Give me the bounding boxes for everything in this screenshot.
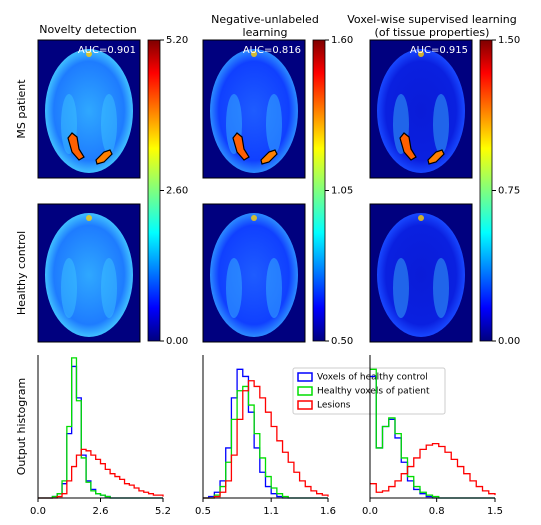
colorbar-tick-label: 1.50 — [498, 35, 520, 46]
colorbar-tick-label: 1.05 — [331, 186, 353, 197]
legend-label: Healthy voxels of patient — [317, 387, 430, 397]
column-title: Novelty detection — [39, 23, 137, 36]
lesion-contour — [95, 149, 113, 165]
x-tick-label: 0.5 — [195, 506, 211, 517]
colorbar-tick-label: 1.60 — [331, 35, 353, 46]
brain-detail — [433, 258, 449, 318]
brain-detail — [266, 258, 282, 318]
histogram-line — [370, 443, 496, 496]
brain-detail — [418, 51, 424, 57]
y-axis-label: Output histogram — [15, 378, 28, 475]
x-tick-label: 0.8 — [429, 506, 445, 517]
brain-detail — [418, 215, 424, 221]
x-tick-label: 1.5 — [487, 506, 503, 517]
column-title: (of tissue properties) — [375, 26, 490, 39]
legend-swatch — [297, 400, 313, 410]
histogram-line — [38, 365, 163, 499]
brain-detail — [61, 258, 77, 318]
column-title: Negative-unlabeled — [211, 13, 319, 26]
column-title: learning — [243, 26, 288, 39]
brain — [210, 213, 298, 337]
brain-detail — [393, 258, 409, 318]
column-title: Voxel-wise supervised learning — [347, 13, 516, 26]
legend-box — [292, 367, 446, 415]
brain — [45, 49, 133, 173]
x-tick-label: 5.2 — [155, 506, 171, 517]
colorbar-tick-label: 5.20 — [166, 35, 188, 46]
colorbar — [147, 39, 161, 342]
lesion-contour — [232, 132, 250, 161]
brain-detail — [101, 258, 117, 318]
auc-label: AUC=0.816 — [243, 45, 301, 56]
colorbar-tick-label: 0.75 — [498, 186, 520, 197]
brain-detail — [101, 94, 117, 154]
histogram-line — [38, 448, 164, 499]
x-tick-label: 1.1 — [263, 506, 279, 517]
x-tick-label: 1.6 — [320, 506, 336, 517]
brain — [377, 213, 465, 337]
brain-detail — [433, 94, 449, 154]
lesion-contour — [67, 132, 85, 161]
brain-detail — [226, 258, 242, 318]
brain-detail — [266, 94, 282, 154]
brain-detail — [86, 51, 92, 57]
x-tick-label: 0.0 — [30, 506, 46, 517]
colorbar-tick-label: 2.60 — [166, 186, 188, 197]
legend-swatch — [297, 372, 313, 382]
histogram-line — [203, 380, 329, 499]
row-label: Healthy control — [15, 231, 28, 315]
legend-label: Lesions — [317, 401, 351, 411]
brain — [210, 49, 298, 173]
colorbar-tick-label: 0.00 — [166, 336, 188, 347]
colorbar-tick-label: 0.00 — [498, 336, 520, 347]
row-label: MS patient — [15, 79, 28, 139]
brain — [377, 49, 465, 173]
colorbar-tick-label: 0.50 — [331, 336, 353, 347]
brain-detail — [86, 215, 92, 221]
legend-label: Voxels of healthy control — [317, 373, 428, 383]
histogram-line — [38, 357, 163, 499]
brain-detail — [251, 215, 257, 221]
brain — [45, 213, 133, 337]
colorbar — [479, 39, 493, 342]
x-tick-label: 0.0 — [362, 506, 378, 517]
brain-detail — [251, 51, 257, 57]
colorbar — [312, 39, 326, 342]
auc-label: AUC=0.901 — [78, 45, 136, 56]
auc-label: AUC=0.915 — [410, 45, 468, 56]
lesion-contour — [399, 132, 417, 161]
legend-swatch — [297, 386, 313, 396]
lesion-contour — [427, 149, 445, 165]
x-tick-label: 2.6 — [93, 506, 109, 517]
lesion-contour — [260, 149, 278, 165]
